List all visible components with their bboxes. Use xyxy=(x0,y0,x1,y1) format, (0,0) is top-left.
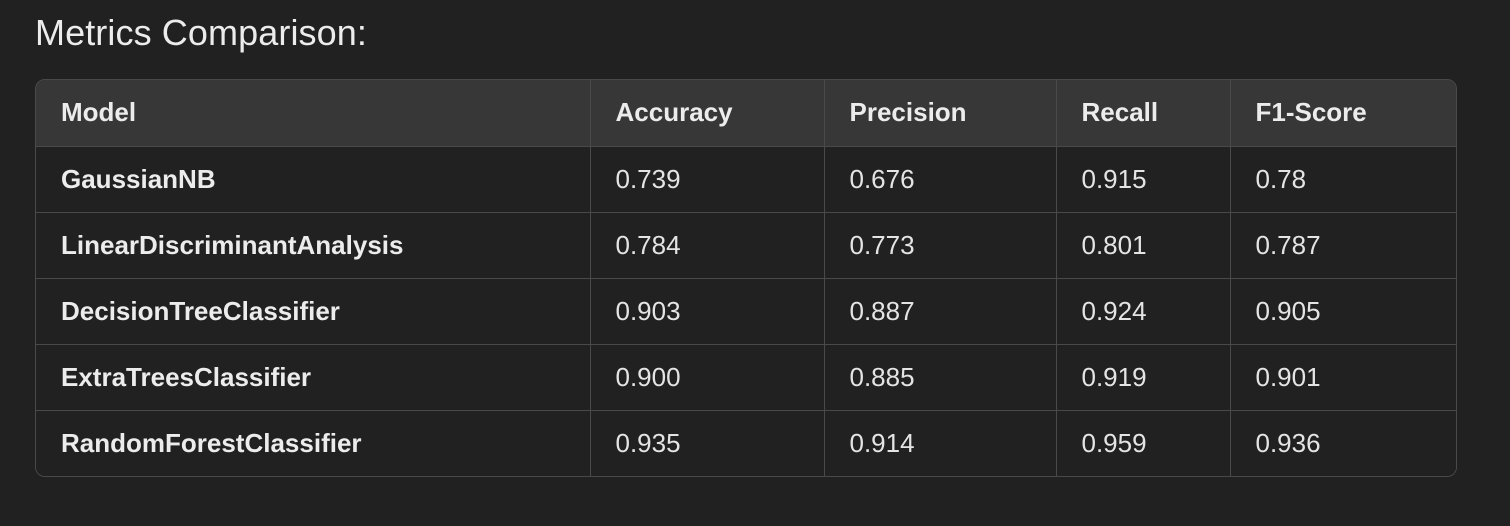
table-row: GaussianNB 0.739 0.676 0.915 0.78 xyxy=(36,146,1456,213)
column-header-recall: Recall xyxy=(1056,80,1231,147)
header-row: Model Accuracy Precision Recall F1-Score xyxy=(36,80,1456,147)
table-row: ExtraTreesClassifier 0.900 0.885 0.919 0… xyxy=(36,344,1456,411)
recall-cell: 0.959 xyxy=(1056,410,1231,476)
accuracy-cell: 0.900 xyxy=(590,344,825,411)
recall-cell: 0.924 xyxy=(1056,278,1231,345)
model-name-cell: LinearDiscriminantAnalysis xyxy=(36,212,591,279)
model-name-cell: RandomForestClassifier xyxy=(36,410,591,476)
precision-cell: 0.676 xyxy=(824,146,1057,213)
f1-score-cell: 0.936 xyxy=(1230,410,1456,476)
precision-cell: 0.773 xyxy=(824,212,1057,279)
table-body: GaussianNB 0.739 0.676 0.915 0.78 Linear… xyxy=(36,146,1456,476)
page-title: Metrics Comparison: xyxy=(35,12,367,53)
f1-score-cell: 0.787 xyxy=(1230,212,1456,279)
accuracy-cell: 0.739 xyxy=(590,146,825,213)
model-name-cell: ExtraTreesClassifier xyxy=(36,344,591,411)
table-row: LinearDiscriminantAnalysis 0.784 0.773 0… xyxy=(36,212,1456,279)
f1-score-cell: 0.78 xyxy=(1230,146,1456,213)
recall-cell: 0.919 xyxy=(1056,344,1231,411)
metrics-table: Model Accuracy Precision Recall F1-Score… xyxy=(36,80,1456,476)
recall-cell: 0.801 xyxy=(1056,212,1231,279)
f1-score-cell: 0.901 xyxy=(1230,344,1456,411)
accuracy-cell: 0.903 xyxy=(590,278,825,345)
recall-cell: 0.915 xyxy=(1056,146,1231,213)
precision-cell: 0.914 xyxy=(824,410,1057,476)
column-header-f1-score: F1-Score xyxy=(1230,80,1456,147)
model-name-cell: GaussianNB xyxy=(36,146,591,213)
precision-cell: 0.887 xyxy=(824,278,1057,345)
metrics-table-container: Model Accuracy Precision Recall F1-Score… xyxy=(35,79,1457,477)
precision-cell: 0.885 xyxy=(824,344,1057,411)
table-row: DecisionTreeClassifier 0.903 0.887 0.924… xyxy=(36,278,1456,345)
model-name-cell: DecisionTreeClassifier xyxy=(36,278,591,345)
column-header-precision: Precision xyxy=(824,80,1057,147)
table-header: Model Accuracy Precision Recall F1-Score xyxy=(36,80,1456,147)
column-header-accuracy: Accuracy xyxy=(590,80,825,147)
accuracy-cell: 0.935 xyxy=(590,410,825,476)
accuracy-cell: 0.784 xyxy=(590,212,825,279)
table-row: RandomForestClassifier 0.935 0.914 0.959… xyxy=(36,410,1456,476)
f1-score-cell: 0.905 xyxy=(1230,278,1456,345)
column-header-model: Model xyxy=(36,80,591,147)
